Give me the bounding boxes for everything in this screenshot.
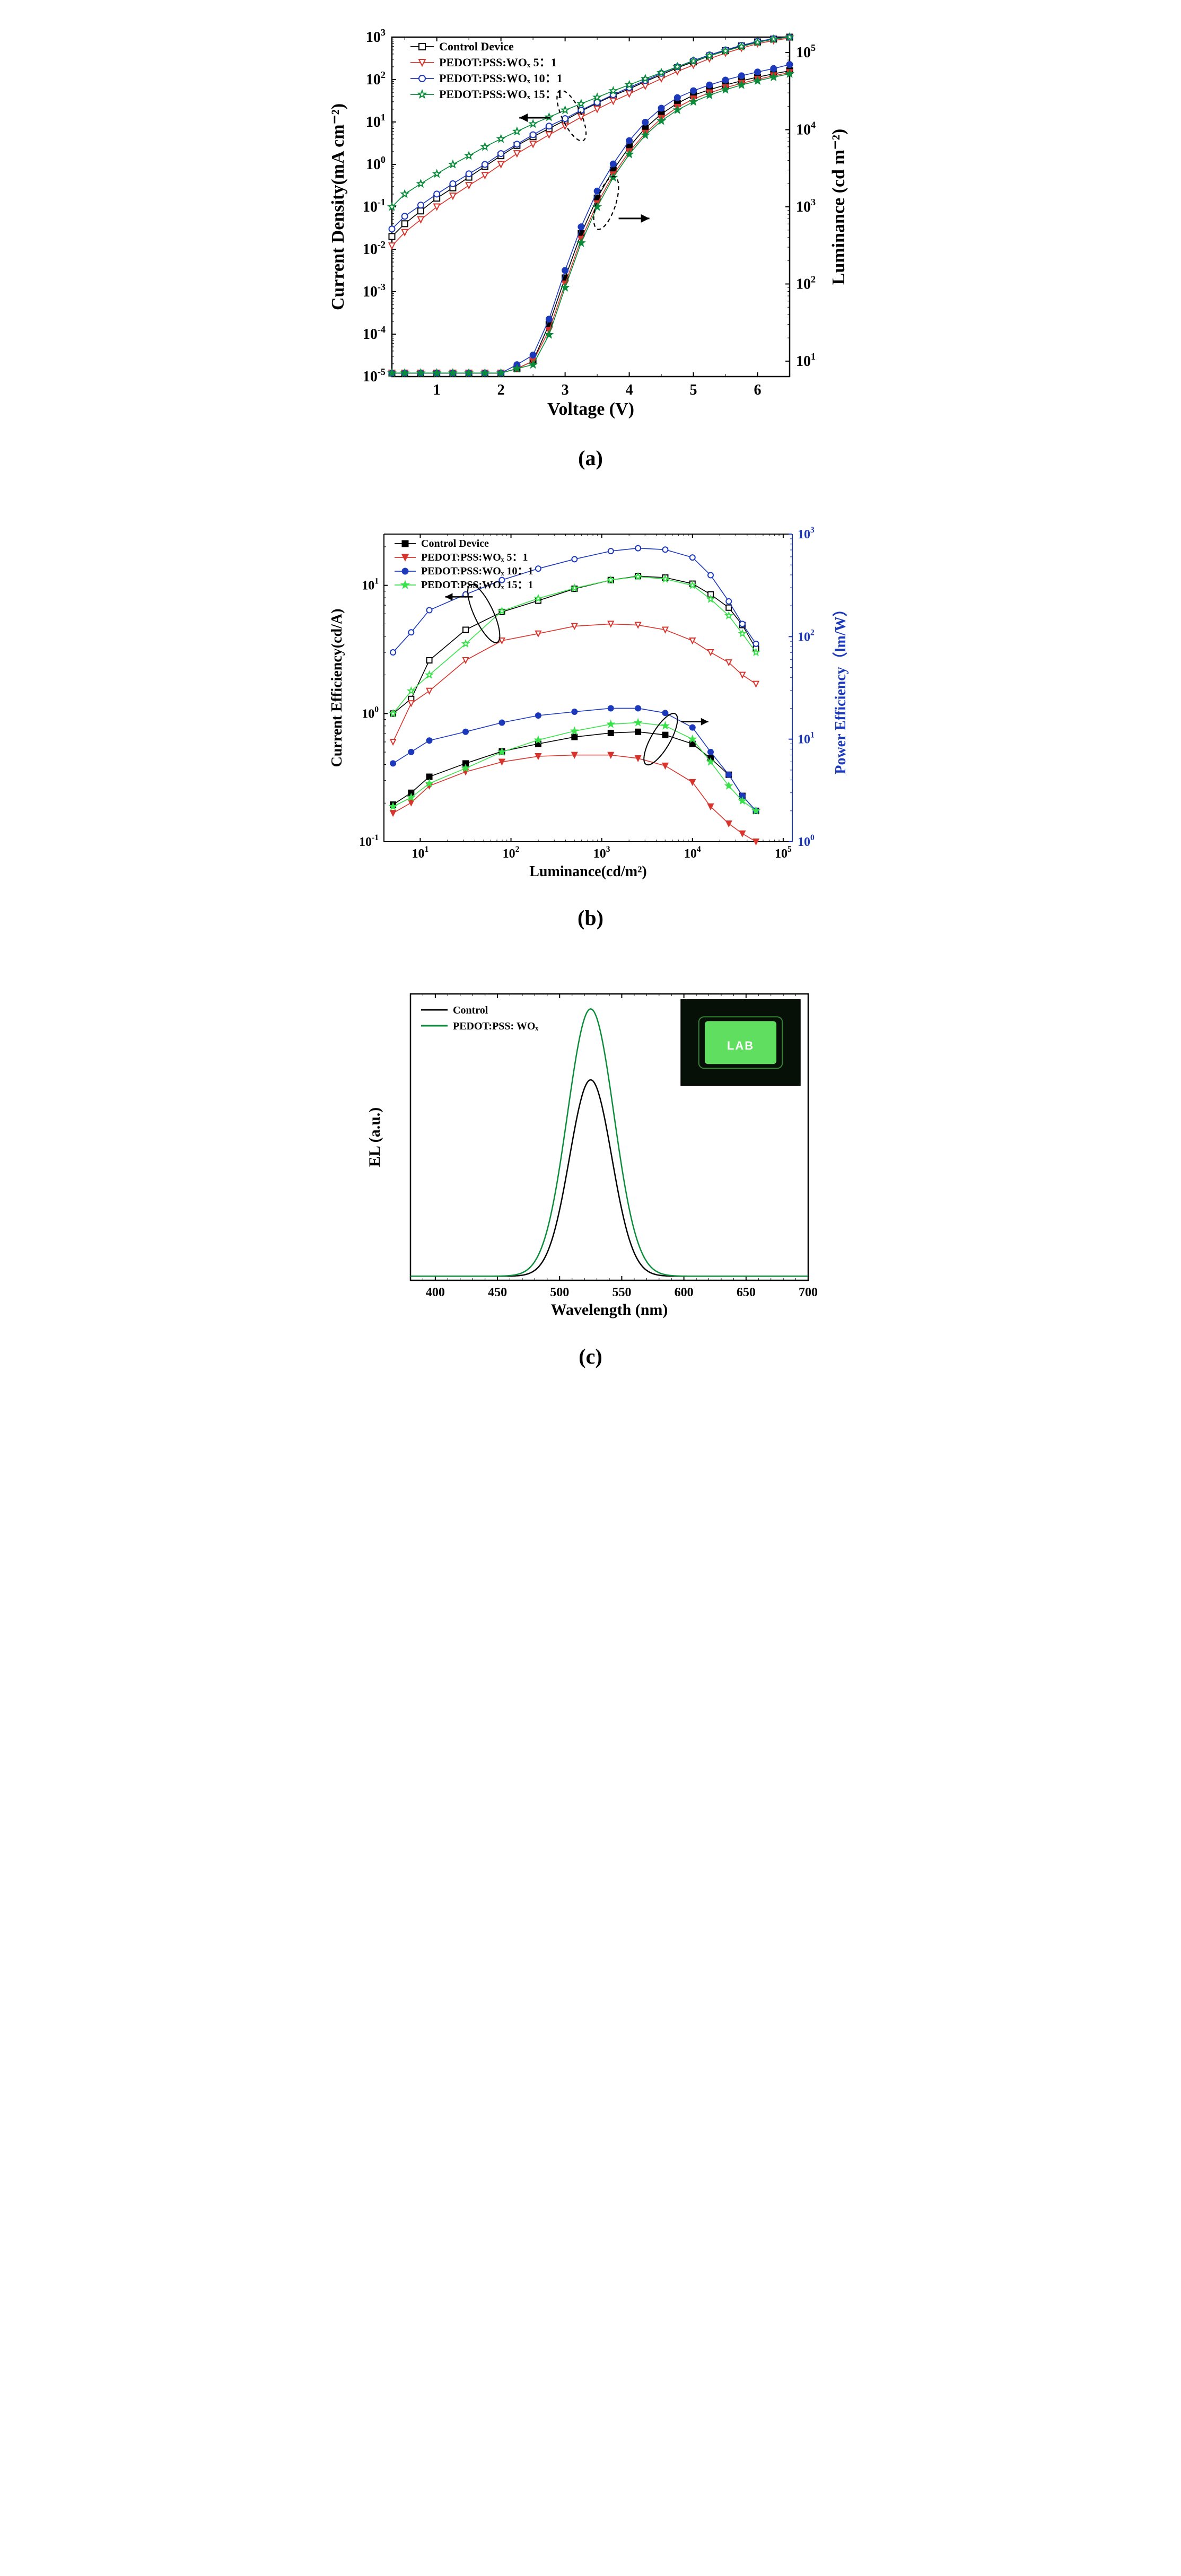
chart-a: 12345610-510-410-310-210-110010110210310…	[326, 21, 856, 424]
svg-text:PEDOT:PSS:WOₓ 5：1: PEDOT:PSS:WOₓ 5：1	[421, 552, 528, 563]
svg-text:Current Efficiency(cd/A): Current Efficiency(cd/A)	[329, 609, 345, 767]
panel-b-block: 10110210310410510-1100101100101102103Lum…	[326, 523, 856, 930]
panel-a-label: (a)	[578, 446, 603, 470]
chart-b: 10110210310410510-1100101100101102103Lum…	[326, 523, 856, 884]
svg-text:PEDOT:PSS:WOₓ 10：1: PEDOT:PSS:WOₓ 10：1	[421, 565, 533, 577]
svg-text:600: 600	[674, 1286, 693, 1299]
svg-text:Control Device: Control Device	[421, 538, 489, 549]
svg-text:Current Density(mA cm⁻²): Current Density(mA cm⁻²)	[328, 103, 348, 310]
svg-text:500: 500	[550, 1286, 569, 1299]
chart-c: 400 450 500 550 600 650 700 Wavelength (nm) EL (…	[357, 983, 824, 1323]
svg-text:PEDOT:PSS:WOₓ 15：1: PEDOT:PSS:WOₓ 15：1	[421, 579, 533, 591]
svg-text:2: 2	[497, 382, 504, 398]
svg-text:Luminance (cd m⁻²): Luminance (cd m⁻²)	[829, 129, 848, 285]
svg-text:550: 550	[612, 1286, 631, 1299]
svg-text:Voltage (V): Voltage (V)	[547, 399, 634, 419]
svg-text:4: 4	[625, 382, 633, 398]
svg-text:Power Efficiency（lm/W）: Power Efficiency（lm/W）	[832, 601, 849, 774]
svg-text:PEDOT:PSS:WOₓ 15：1: PEDOT:PSS:WOₓ 15：1	[439, 88, 563, 101]
svg-text:650: 650	[736, 1286, 755, 1299]
svg-text:700: 700	[799, 1286, 818, 1299]
svg-text:5: 5	[689, 382, 697, 398]
svg-text:Control: Control	[453, 1005, 488, 1016]
svg-text:PEDOT:PSS:WOₓ 10：1: PEDOT:PSS:WOₓ 10：1	[439, 72, 563, 85]
panel-c-label: (c)	[579, 1344, 602, 1369]
panel-b-label: (b)	[578, 905, 603, 930]
svg-text:450: 450	[488, 1286, 507, 1299]
svg-text:Control Device: Control Device	[439, 40, 514, 53]
svg-text:3: 3	[561, 382, 568, 398]
svg-text:PEDOT:PSS: WOₓ: PEDOT:PSS: WOₓ	[453, 1020, 538, 1032]
panel-c-block: 400 450 500 550 600 650 700 Wavelength (nm) EL (…	[357, 983, 824, 1369]
svg-text:400: 400	[425, 1286, 444, 1299]
svg-text:6: 6	[754, 382, 761, 398]
panel-a-block: 12345610-510-410-310-210-110010110210310…	[326, 21, 856, 470]
svg-text:PEDOT:PSS:WOₓ 5：1: PEDOT:PSS:WOₓ 5：1	[439, 56, 557, 69]
svg-text:Luminance(cd/m²): Luminance(cd/m²)	[529, 863, 647, 880]
svg-text:1: 1	[433, 382, 440, 398]
svg-text:Wavelength (nm): Wavelength (nm)	[550, 1301, 668, 1318]
svg-text:EL (a.u.): EL (a.u.)	[366, 1107, 383, 1167]
svg-text:LAB: LAB	[727, 1039, 754, 1052]
